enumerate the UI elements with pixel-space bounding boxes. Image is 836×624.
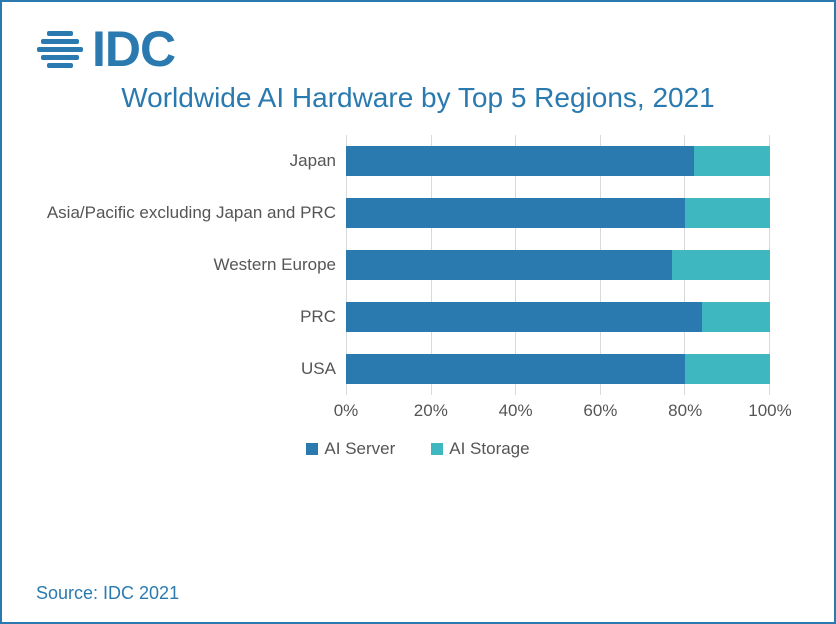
plot-area — [346, 135, 770, 395]
legend-label: AI Storage — [449, 439, 529, 459]
legend-item-ai-server: AI Server — [306, 439, 395, 459]
bar-segment-ai-server — [346, 354, 685, 384]
legend-swatch — [431, 443, 443, 455]
x-tick-label: 40% — [499, 401, 533, 421]
bar-segment-ai-storage — [672, 250, 770, 280]
bar-row — [346, 187, 770, 239]
y-label: Japan — [36, 135, 346, 187]
y-label: PRC — [36, 291, 346, 343]
bar-segment-ai-server — [346, 146, 694, 176]
bar — [346, 198, 770, 228]
source-text: Source: IDC 2021 — [36, 583, 179, 604]
x-tick-label: 60% — [583, 401, 617, 421]
chart-body: Japan Asia/Pacific excluding Japan and P… — [36, 135, 800, 395]
bar — [346, 250, 770, 280]
y-label: Western Europe — [36, 239, 346, 291]
bar — [346, 354, 770, 384]
idc-logo: IDC — [36, 24, 800, 74]
x-tick-label: 80% — [668, 401, 702, 421]
legend-label: AI Server — [324, 439, 395, 459]
legend-item-ai-storage: AI Storage — [431, 439, 529, 459]
bar-segment-ai-storage — [702, 302, 770, 332]
bar-segment-ai-storage — [694, 146, 770, 176]
x-tick-label: 20% — [414, 401, 448, 421]
x-tick-label: 0% — [334, 401, 359, 421]
y-axis-labels: Japan Asia/Pacific excluding Japan and P… — [36, 135, 346, 395]
bar-segment-ai-server — [346, 198, 685, 228]
bar-row — [346, 135, 770, 187]
bar-segment-ai-storage — [685, 198, 770, 228]
bar-row — [346, 343, 770, 395]
legend: AI Server AI Storage — [36, 439, 800, 459]
bars-container — [346, 135, 770, 395]
legend-swatch — [306, 443, 318, 455]
y-label: Asia/Pacific excluding Japan and PRC — [36, 187, 346, 239]
bar-segment-ai-server — [346, 302, 702, 332]
bar — [346, 302, 770, 332]
idc-logo-text: IDC — [92, 24, 175, 74]
bar-segment-ai-storage — [685, 354, 770, 384]
y-label: USA — [36, 343, 346, 395]
bar-row — [346, 291, 770, 343]
bar-row — [346, 239, 770, 291]
idc-logo-icon — [36, 29, 84, 69]
x-tick-label: 100% — [748, 401, 791, 421]
bar — [346, 146, 770, 176]
bar-segment-ai-server — [346, 250, 672, 280]
chart-title: Worldwide AI Hardware by Top 5 Regions, … — [36, 80, 800, 115]
chart-frame: IDC Worldwide AI Hardware by Top 5 Regio… — [0, 0, 836, 624]
